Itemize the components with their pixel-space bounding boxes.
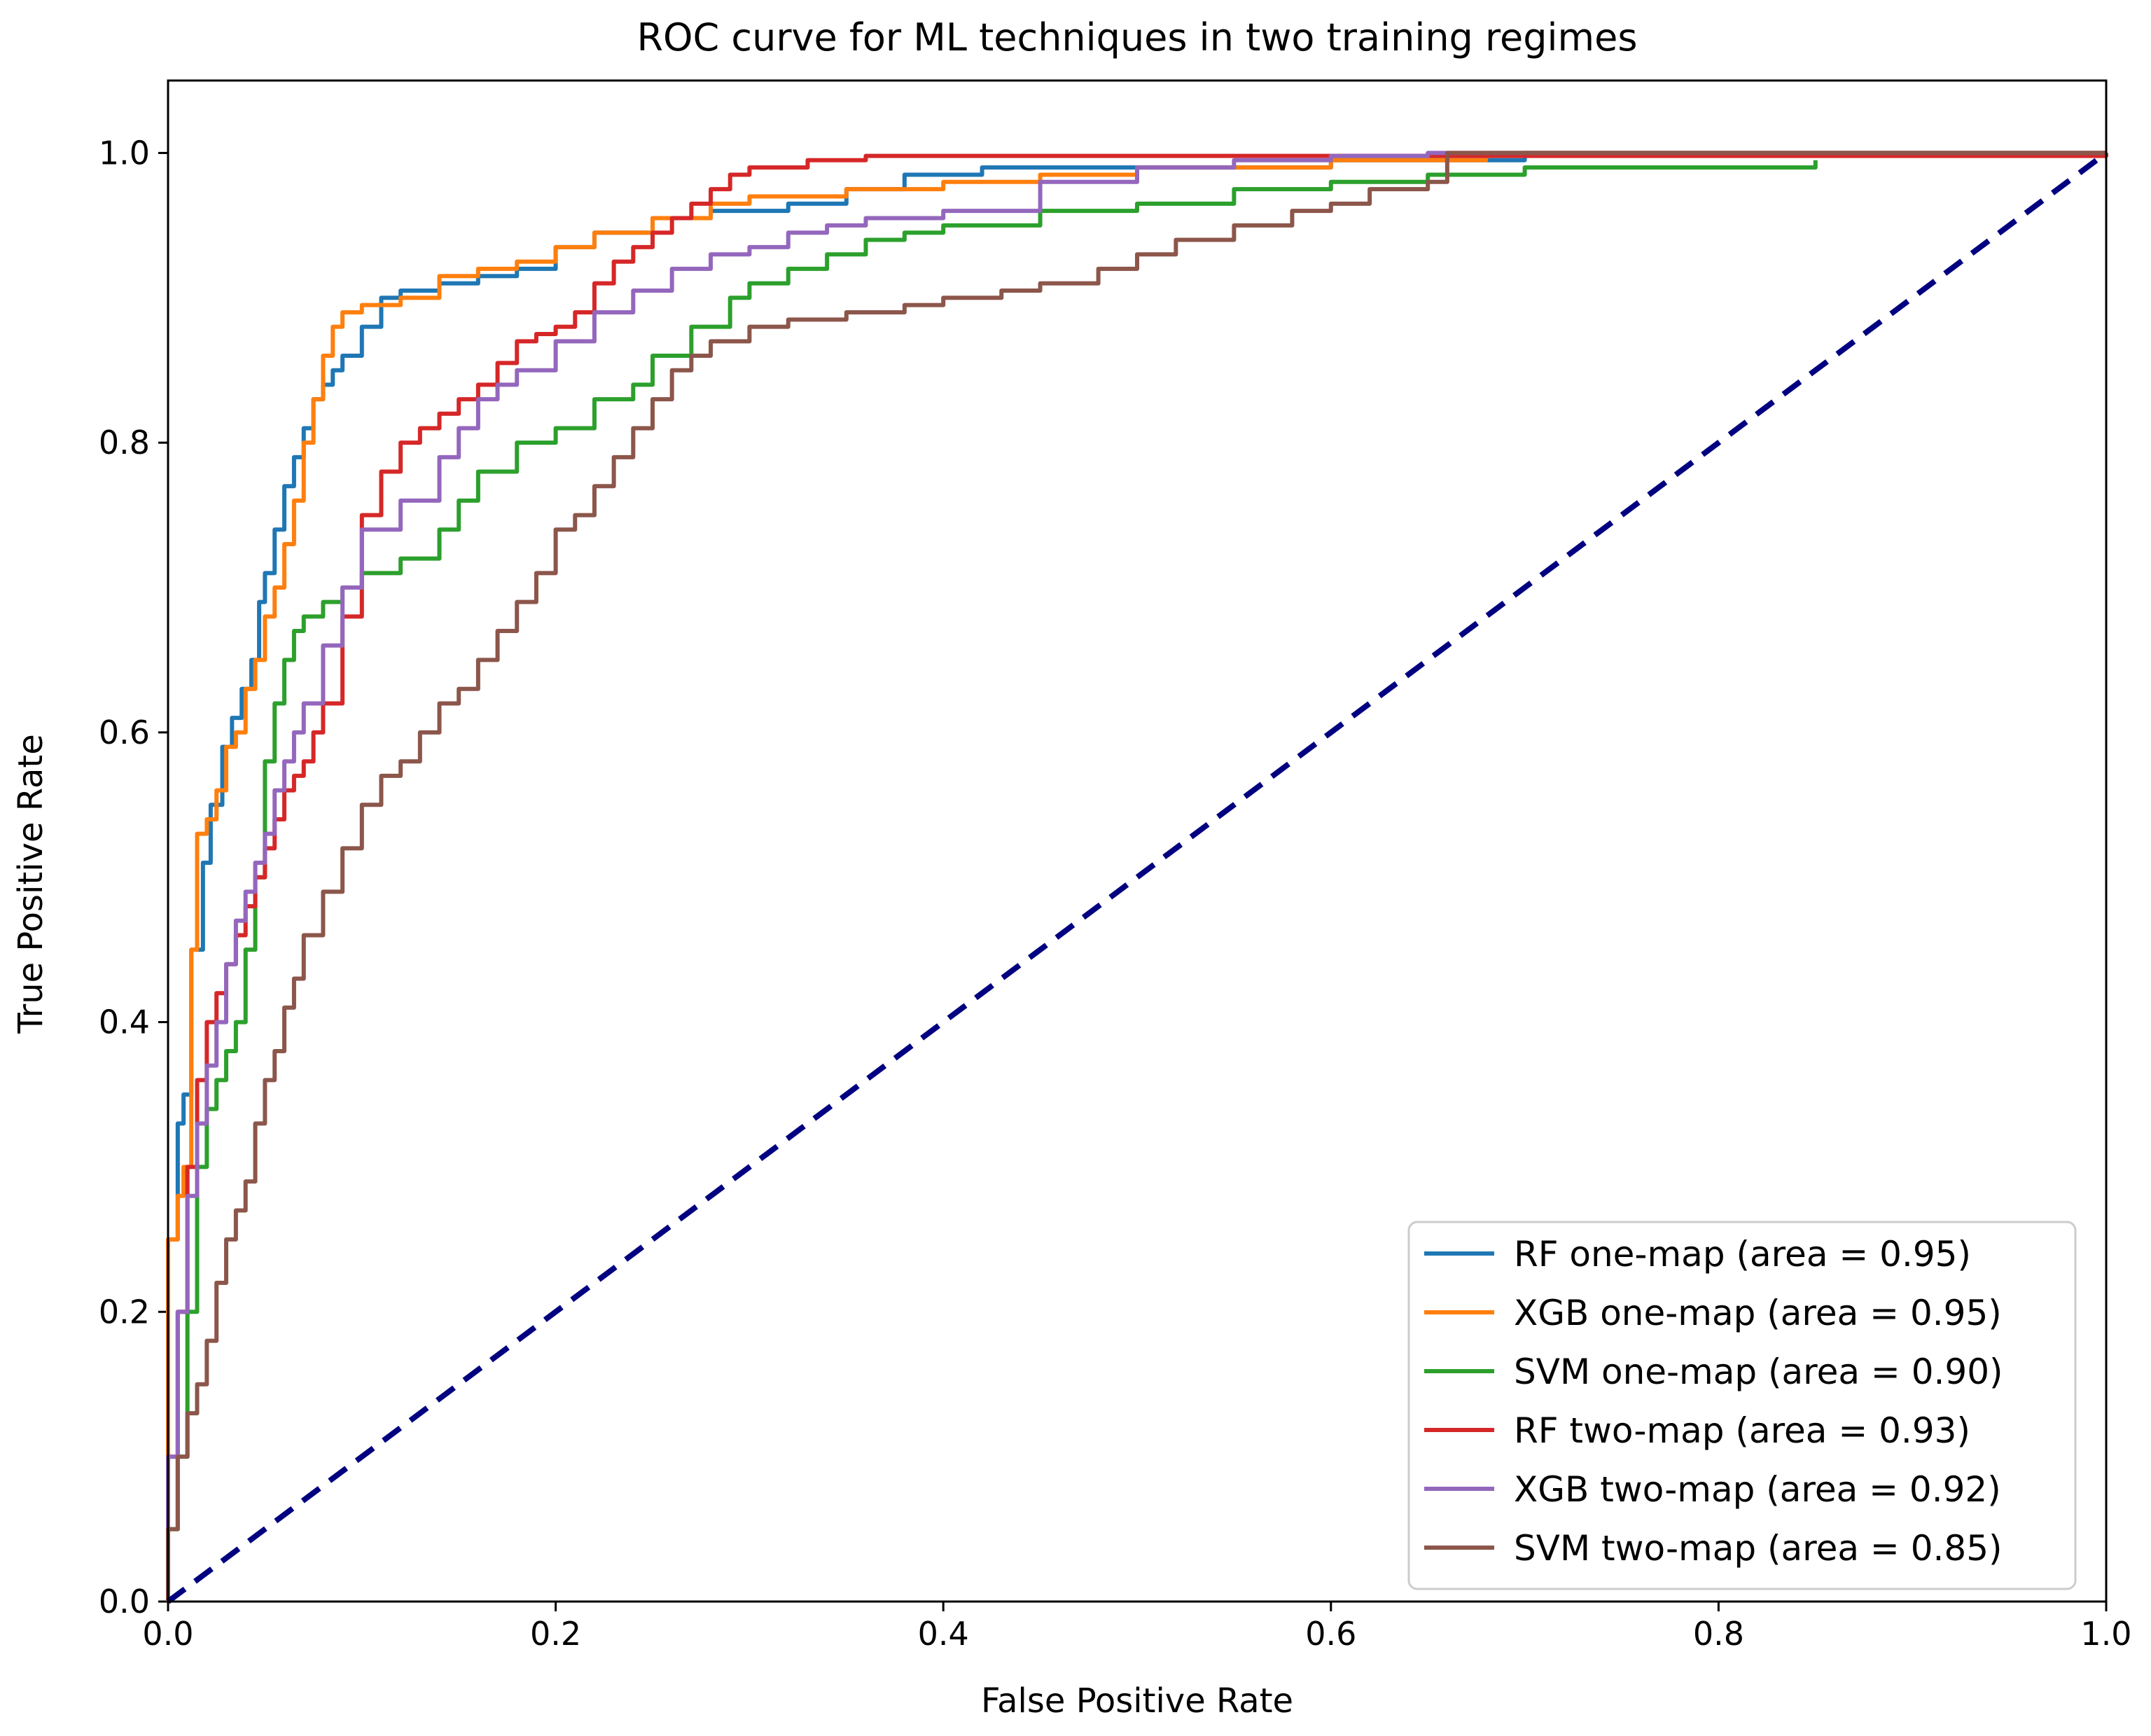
series-line-1 [166,151,2106,1602]
plot-frame [167,79,2108,1603]
x-axis-label: False Positive Rate [981,1681,1293,1721]
series-line-4 [166,151,2106,1602]
legend-label: XGB two-map (area = 0.92) [1514,1469,2001,1510]
y-axis-label: True Positive Rate [11,734,50,1034]
series-line-0 [166,151,2106,1602]
legend: RF one-map (area = 0.95) XGB one-map (are… [1407,1221,2077,1590]
x-tick-label: 0.2 [530,1615,581,1653]
legend-label: RF two-map (area = 0.93) [1514,1410,1970,1451]
chart-title: ROC curve for ML techniques in two train… [637,15,1638,60]
plot-lines [166,151,2108,1604]
axis-ticks: 0.0 0.2 0.4 0.6 0.8 1.0 0.0 0.2 0.4 0.6 0.8 1.0 [99,134,2132,1653]
legend-label: SVM one-map (area = 0.90) [1514,1352,2003,1392]
legend-label: RF one-map (area = 0.95) [1514,1234,1971,1275]
y-tick-label: 0.4 [99,1004,150,1041]
x-tick-label: 0.6 [1305,1615,1356,1653]
series-line-5 [166,151,2106,1602]
y-tick-label: 0.8 [99,424,150,461]
x-tick-label: 1.0 [2080,1615,2131,1653]
legend-box [1407,1221,2077,1590]
y-tick-label: 0.0 [99,1583,150,1620]
legend-label: XGB one-map (area = 0.95) [1514,1293,2002,1333]
y-tick-label: 0.2 [99,1293,150,1331]
y-tick-label: 0.6 [99,714,150,751]
x-tick-label: 0.4 [918,1615,969,1653]
x-tick-label: 0.8 [1693,1615,1744,1653]
series-line-2 [166,160,1818,1602]
y-tick-label: 1.0 [99,134,150,172]
legend-label: SVM two-map (area = 0.85) [1514,1528,2003,1569]
x-tick-label: 0.0 [142,1615,193,1653]
